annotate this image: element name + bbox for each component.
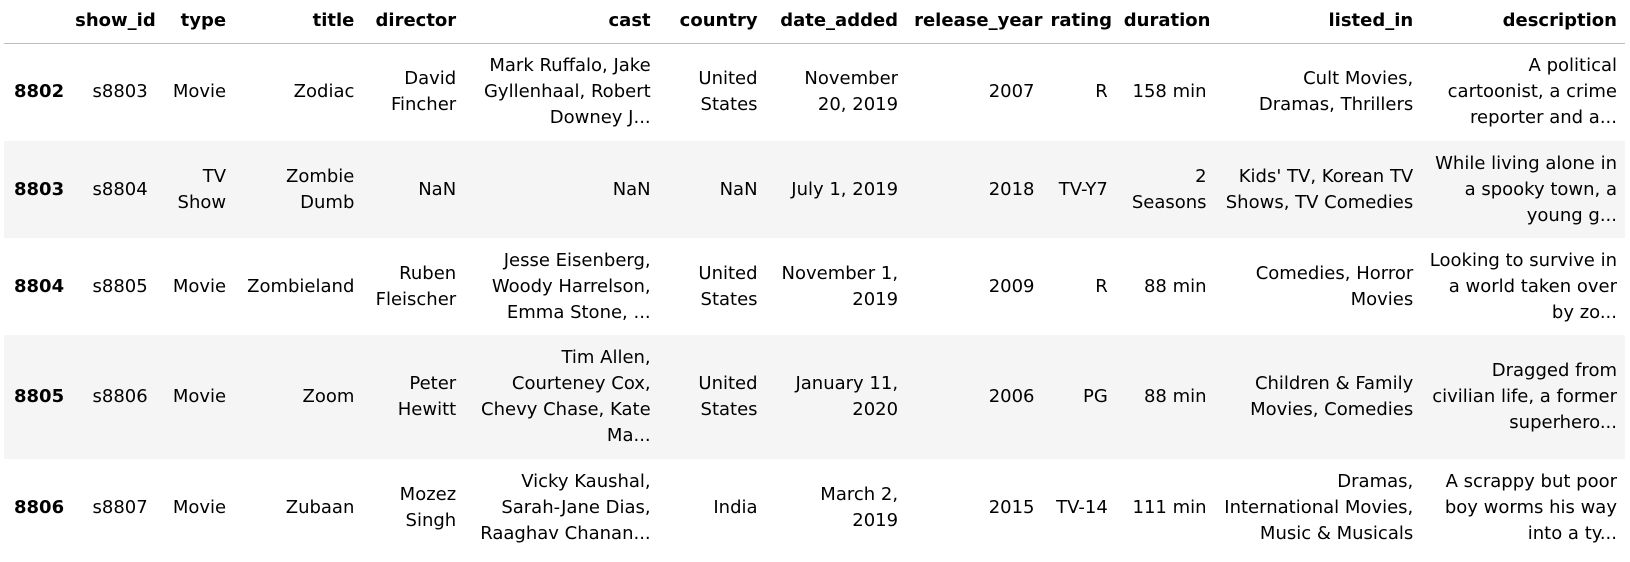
table-cell: 2009 (988, 275, 1035, 297)
table-cell: March 2, 2019 (820, 484, 899, 531)
table-cell: David Fincher (390, 68, 457, 116)
table-cell: Movie (172, 81, 227, 103)
column-header: cast (464, 0, 659, 44)
column-header: title (234, 0, 363, 44)
table-cell: November 1, 2019 (781, 262, 899, 310)
table-cell: Children & Family Movies, Comedies (1250, 373, 1414, 420)
table-cell: s8803 (92, 81, 148, 103)
table-cell: Jesse Eisenberg, Woody Harrelson, Emma S… (491, 249, 651, 323)
table-cell: R (1095, 275, 1108, 297)
column-header: type (155, 0, 235, 44)
table-cell: Cult Movies, Dramas, Thrillers (1258, 68, 1414, 116)
table-cell: 2 Seasons (1131, 165, 1207, 213)
table-cell: s8807 (92, 497, 148, 518)
table-cell: NaN (612, 178, 651, 200)
row-index: 8803 (14, 178, 65, 200)
table-row: 8804 s8805 Movie Zombieland Ruben Fleisc… (4, 238, 1625, 335)
table-cell: While living alone in a spooky town, a y… (1435, 152, 1617, 226)
table-cell: Zombieland (247, 275, 355, 297)
column-header: rating (1042, 0, 1116, 44)
table-cell: 2006 (988, 386, 1035, 407)
table-cell: 88 min (1143, 386, 1207, 407)
table-cell: Kids' TV, Korean TV Shows, TV Comedies (1225, 165, 1414, 213)
table-cell: Dragged from civilian life, a former sup… (1432, 360, 1617, 433)
table-cell: Vicky Kaushal, Sarah-Jane Dias, Raaghav … (480, 471, 651, 544)
table-cell: January 11, 2020 (795, 373, 899, 420)
table-cell: Mozez Singh (399, 484, 457, 531)
header-row: show_id type title director cast country… (4, 0, 1625, 44)
table-cell: 2018 (988, 178, 1035, 200)
table-cell: Comedies, Horror Movies (1255, 262, 1414, 310)
column-header: listed_in (1214, 0, 1422, 44)
table-row: 8802 s8803 Movie Zodiac David Fincher Ma… (4, 43, 1625, 141)
table-cell: Looking to survive in a world taken over… (1429, 249, 1617, 323)
table-cell: India (713, 497, 758, 518)
column-header: description (1421, 0, 1625, 44)
table-row: 8805 s8806 Movie Zoom Peter Hewitt Tim A… (4, 335, 1625, 459)
dataframe-table: show_id type title director cast country… (4, 0, 1625, 557)
row-index: 8806 (14, 497, 65, 518)
table-cell: TV-Y7 (1058, 178, 1108, 200)
table-cell: Mark Ruffalo, Jake Gyllenhaal, Robert Do… (483, 55, 651, 129)
table-cell: United States (698, 373, 758, 420)
table-cell: NaN (418, 178, 457, 200)
table-cell: Zodiac (293, 81, 355, 103)
index-header (4, 0, 68, 44)
table-cell: Movie (172, 386, 227, 407)
column-header: release_year (906, 0, 1043, 44)
table-cell: 2007 (988, 81, 1035, 103)
table-cell: 88 min (1143, 275, 1207, 297)
table-cell: Peter Hewitt (397, 373, 457, 420)
table-cell: A political cartoonist, a crime reporter… (1447, 55, 1617, 129)
table-row: 8803 s8804 TV Show Zombie Dumb NaN NaN N… (4, 141, 1625, 238)
row-index: 8802 (14, 81, 65, 103)
table-cell: Movie (172, 497, 227, 518)
column-header: duration (1115, 0, 1215, 44)
column-header: date_added (765, 0, 907, 44)
table-row: 8806 s8807 Movie Zubaan Mozez Singh Vick… (4, 459, 1625, 557)
table-cell: 111 min (1132, 497, 1207, 518)
table-cell: United States (698, 68, 758, 116)
table-cell: PG (1082, 386, 1108, 407)
table-cell: s8806 (92, 386, 148, 407)
column-header: director (362, 0, 465, 44)
table-cell: s8804 (92, 178, 148, 200)
table-cell: 2015 (988, 497, 1035, 518)
table-cell: Dramas, International Movies, Music & Mu… (1224, 471, 1414, 544)
table-cell: A scrappy but poor boy worms his way int… (1444, 471, 1617, 544)
table-cell: United States (698, 262, 758, 310)
table-cell: Movie (172, 275, 227, 297)
table-cell: Zoom (302, 386, 355, 407)
table-cell: Ruben Fleischer (375, 262, 457, 310)
table-cell: NaN (719, 178, 758, 200)
table-cell: November 20, 2019 (804, 68, 899, 116)
table-cell: TV Show (177, 165, 227, 213)
row-index: 8804 (14, 275, 65, 297)
row-index: 8805 (14, 386, 65, 407)
table-cell: R (1095, 81, 1108, 103)
table-cell: Tim Allen, Courteney Cox, Chevy Chase, K… (481, 347, 651, 446)
table-cell: Zombie Dumb (285, 165, 355, 213)
table-cell: Zubaan (285, 497, 355, 518)
table-cell: July 1, 2019 (791, 178, 899, 200)
table-cell: s8805 (92, 275, 148, 297)
table-cell: TV-14 (1056, 497, 1108, 518)
table-cell: 158 min (1132, 81, 1207, 103)
column-header: show_id (67, 0, 156, 44)
column-header: country (658, 0, 766, 44)
